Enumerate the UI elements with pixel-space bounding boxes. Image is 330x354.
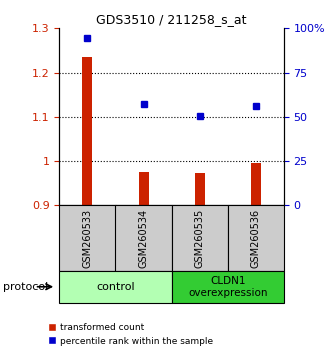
Text: GSM260534: GSM260534 — [139, 209, 148, 268]
Text: CLDN1
overexpression: CLDN1 overexpression — [188, 276, 267, 298]
Title: GDS3510 / 211258_s_at: GDS3510 / 211258_s_at — [96, 13, 247, 26]
Text: GSM260533: GSM260533 — [82, 209, 92, 268]
Bar — [195, 173, 205, 205]
Text: protocol: protocol — [3, 282, 49, 292]
Bar — [82, 57, 92, 205]
Text: control: control — [96, 282, 135, 292]
Bar — [251, 163, 261, 205]
Text: GSM260535: GSM260535 — [195, 209, 205, 268]
Legend: transformed count, percentile rank within the sample: transformed count, percentile rank withi… — [44, 320, 217, 349]
Bar — [139, 172, 148, 205]
Text: GSM260536: GSM260536 — [251, 209, 261, 268]
